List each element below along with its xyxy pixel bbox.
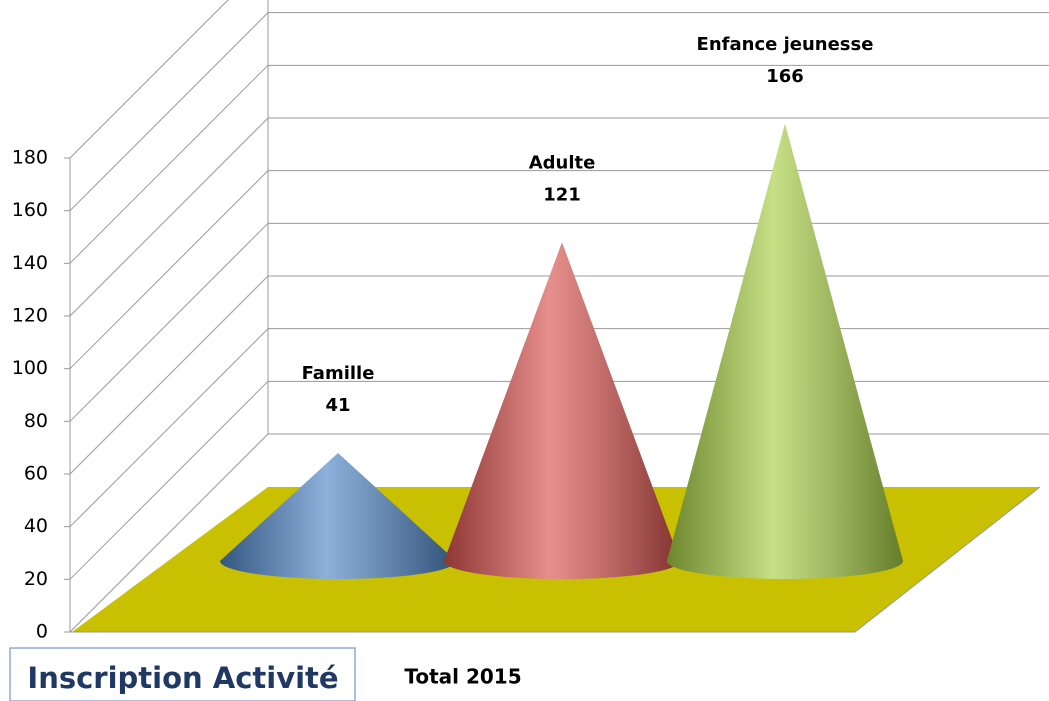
series-label: Adulte	[529, 152, 596, 173]
y-tick-label: 20	[24, 568, 48, 590]
x-tick-label: Total 2015	[404, 665, 521, 689]
y-tick-label: 140	[12, 252, 48, 274]
y-tick-label: 40	[24, 515, 48, 537]
data-label: 166	[766, 66, 804, 87]
grid-line	[69, 12, 1049, 212]
floor-edge	[70, 486, 1041, 633]
y-tick-label: 120	[12, 305, 48, 327]
cone-shade	[220, 453, 456, 579]
y-tick-label: 0	[36, 621, 48, 643]
chart-title: Inscription Activité	[27, 661, 338, 695]
data-label: 121	[543, 184, 581, 205]
data-label: 41	[325, 395, 350, 416]
cone-shade	[667, 123, 903, 579]
y-tick-label: 160	[12, 199, 48, 221]
grid-line	[69, 0, 229, 159]
y-tick-label: 80	[24, 410, 48, 432]
y-tick-label: 180	[12, 147, 48, 169]
series-label: Famille	[302, 363, 375, 384]
title-box	[9, 647, 356, 701]
cone-shade	[444, 242, 680, 579]
y-tick-label: 60	[24, 463, 48, 485]
y-tick-label: 100	[12, 357, 48, 379]
series-label: Enfance jeunesse	[697, 34, 874, 55]
